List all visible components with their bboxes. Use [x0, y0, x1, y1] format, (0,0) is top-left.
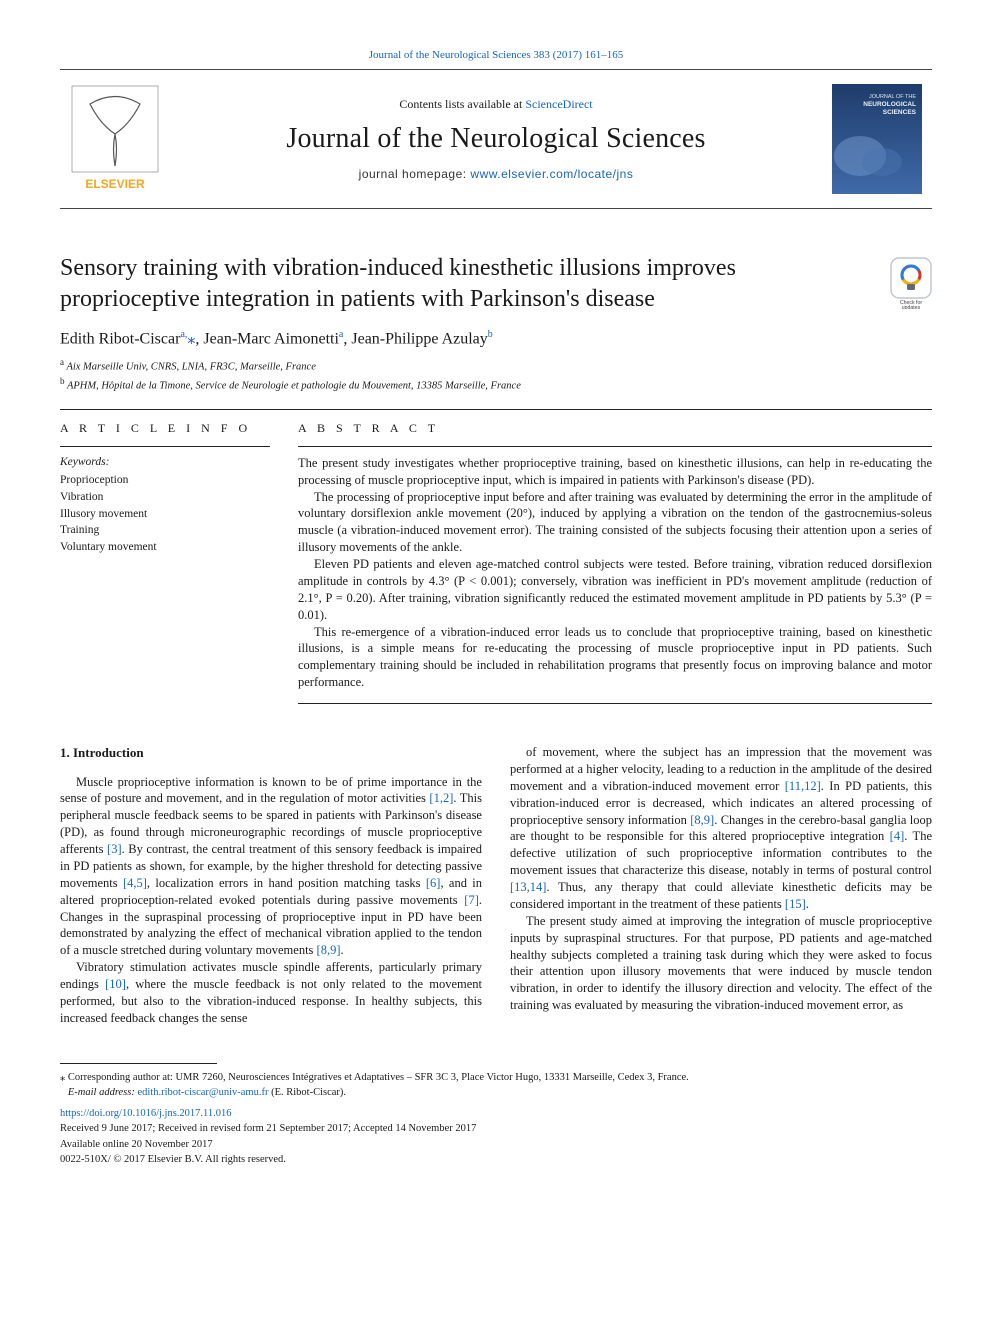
body-columns: 1. Introduction Muscle proprioceptive in… — [60, 744, 932, 1027]
abstract-head: A B S T R A C T — [298, 420, 932, 436]
reference-link[interactable]: [3] — [107, 842, 122, 856]
svg-text:updates: updates — [902, 305, 921, 309]
article-info-head: A R T I C L E I N F O — [60, 420, 270, 436]
masthead: ELSEVIER Contents lists available at Sci… — [60, 69, 932, 209]
copyright-line: 0022-510X/ © 2017 Elsevier B.V. All righ… — [60, 1152, 932, 1167]
contents-prefix: Contents lists available at — [399, 97, 525, 111]
corresponding-author-note: ⁎ Corresponding author at: UMR 7260, Neu… — [60, 1070, 932, 1085]
reference-link[interactable]: [10] — [105, 977, 126, 991]
article-info-column: A R T I C L E I N F O Keywords: Proprioc… — [60, 420, 270, 704]
keyword-item: Training — [60, 522, 270, 539]
rule-under-abstract — [298, 703, 932, 704]
top-citation-anchor[interactable]: Journal of the Neurological Sciences 383… — [369, 49, 623, 61]
reference-link[interactable]: [15] — [785, 897, 806, 911]
keyword-item: Vibration — [60, 489, 270, 506]
corresponding-email-name: (E. Ribot-Ciscar). — [271, 1087, 346, 1098]
abstract-paragraph: The present study investigates whether p… — [298, 455, 932, 489]
abstract-paragraph: Eleven PD patients and eleven age-matche… — [298, 556, 932, 624]
reference-link[interactable]: [13,14] — [510, 880, 546, 894]
keywords-list: ProprioceptionVibrationIllusory movement… — [60, 472, 270, 555]
affiliations: a Aix Marseille Univ, CNRS, LNIA, FR3C, … — [60, 356, 932, 394]
keywords-label: Keywords: — [60, 455, 270, 471]
affiliation-b: b APHM, Hôpital de la Timone, Service de… — [60, 375, 932, 394]
footnotes: ⁎ Corresponding author at: UMR 7260, Neu… — [60, 1070, 932, 1167]
elsevier-wordmark: ELSEVIER — [85, 177, 145, 191]
body-paragraph: of movement, where the subject has an im… — [510, 744, 932, 913]
top-citation-link[interactable]: Journal of the Neurological Sciences 383… — [60, 48, 932, 63]
rule-above-info — [60, 409, 932, 410]
crossmark-badge[interactable]: Check for updates — [890, 257, 932, 314]
article-title: Sensory training with vibration-induced … — [60, 253, 872, 314]
article-history: Received 9 June 2017; Received in revise… — [60, 1121, 932, 1136]
elsevier-logo[interactable]: ELSEVIER — [60, 70, 170, 208]
abstract-column: A B S T R A C T The present study invest… — [298, 420, 932, 704]
journal-cover-thumb[interactable]: JOURNAL OF THE NEUROLOGICAL SCIENCES — [822, 70, 932, 208]
homepage-url[interactable]: www.elsevier.com/locate/jns — [470, 167, 633, 181]
authors-line: Edith Ribot-Ciscara,⁎, Jean-Marc Aimonet… — [60, 328, 932, 350]
masthead-center: Contents lists available at ScienceDirec… — [170, 70, 822, 208]
body-paragraph: The present study aimed at improving the… — [510, 913, 932, 1014]
abstract-text: The present study investigates whether p… — [298, 455, 932, 691]
footnote-rule — [60, 1063, 217, 1064]
email-label: E-mail address: — [68, 1087, 135, 1098]
reference-link[interactable]: [8,9] — [690, 813, 714, 827]
affiliation-a: a Aix Marseille Univ, CNRS, LNIA, FR3C, … — [60, 356, 932, 375]
svg-text:JOURNAL OF THE: JOURNAL OF THE — [869, 94, 916, 100]
homepage-label: journal homepage: — [359, 167, 471, 181]
title-row: Sensory training with vibration-induced … — [60, 253, 932, 314]
homepage-line: journal homepage: www.elsevier.com/locat… — [170, 166, 822, 182]
email-line: E-mail address: edith.ribot-ciscar@univ-… — [60, 1085, 932, 1100]
journal-name: Journal of the Neurological Sciences — [170, 120, 822, 158]
sciencedirect-link[interactable]: ScienceDirect — [525, 97, 592, 111]
corresponding-email[interactable]: edith.ribot-ciscar@univ-amu.fr — [137, 1087, 268, 1098]
body-paragraph: Vibratory stimulation activates muscle s… — [60, 959, 482, 1027]
rule-under-info-head — [60, 446, 270, 447]
reference-link[interactable]: [8,9] — [317, 943, 341, 957]
keyword-item: Proprioception — [60, 472, 270, 489]
contents-line: Contents lists available at ScienceDirec… — [170, 96, 822, 112]
reference-link[interactable]: [11,12] — [785, 779, 821, 793]
svg-text:NEUROLOGICAL: NEUROLOGICAL — [863, 101, 916, 108]
info-abstract-row: A R T I C L E I N F O Keywords: Proprioc… — [60, 420, 932, 704]
reference-link[interactable]: [1,2] — [429, 791, 453, 805]
body-col-right: of movement, where the subject has an im… — [510, 744, 932, 1027]
reference-link[interactable]: [4,5] — [123, 876, 147, 890]
intro-heading: 1. Introduction — [60, 744, 482, 762]
body-col-left: 1. Introduction Muscle proprioceptive in… — [60, 744, 482, 1027]
body-paragraph: Muscle proprioceptive information is kno… — [60, 774, 482, 960]
doi-link[interactable]: https://doi.org/10.1016/j.jns.2017.11.01… — [60, 1106, 932, 1121]
rule-under-abstract-head — [298, 446, 932, 447]
available-online: Available online 20 November 2017 — [60, 1137, 932, 1152]
reference-link[interactable]: [4] — [890, 829, 905, 843]
svg-text:SCIENCES: SCIENCES — [883, 109, 917, 116]
abstract-paragraph: This re-emergence of a vibration-induced… — [298, 624, 932, 692]
keyword-item: Illusory movement — [60, 506, 270, 523]
reference-link[interactable]: [7] — [464, 893, 479, 907]
reference-link[interactable]: [6] — [426, 876, 441, 890]
abstract-paragraph: The processing of proprioceptive input b… — [298, 489, 932, 557]
keyword-item: Voluntary movement — [60, 539, 270, 556]
